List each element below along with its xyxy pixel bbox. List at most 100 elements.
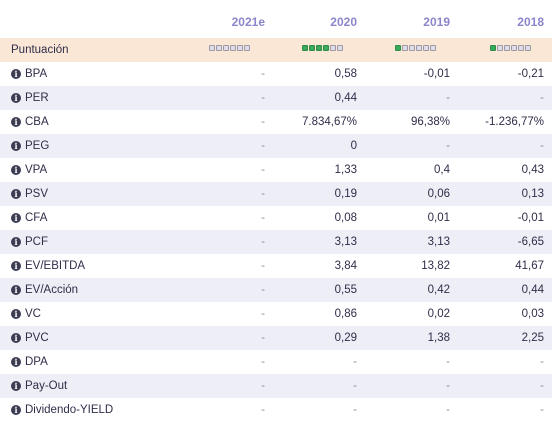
row-value-2021e: -	[261, 116, 265, 128]
year-header-2018: 2018	[517, 15, 544, 29]
row-value-2020: -	[353, 356, 357, 368]
score-label: Puntuación	[11, 44, 69, 56]
row-value-2019: 0,4	[434, 164, 450, 176]
row-value-2019: 96,38%	[410, 116, 450, 128]
row-value-2018: 0,13	[521, 188, 544, 200]
score-square-empty	[504, 45, 510, 51]
row-value-2021e: -	[261, 212, 265, 224]
row-value-2021e: -	[261, 68, 265, 80]
row-value-2018: -6,65	[517, 236, 544, 248]
row-label: i PCF	[11, 230, 48, 254]
info-icon[interactable]: i	[11, 141, 21, 151]
info-icon[interactable]: i	[11, 213, 21, 223]
row-value-2021e: -	[261, 380, 265, 392]
row-label: i BPA	[11, 62, 47, 86]
table-row: i PCF - 3,13 3,13 -6,65	[0, 230, 552, 254]
score-rating-2019	[395, 45, 436, 51]
info-icon[interactable]: i	[11, 309, 21, 319]
score-square-empty	[337, 45, 343, 51]
info-icon[interactable]: i	[11, 237, 21, 247]
score-square-empty	[497, 45, 503, 51]
row-label: i EV/EBITDA	[11, 254, 85, 278]
score-square-filled	[302, 45, 308, 51]
row-label: i DPA	[11, 350, 48, 374]
year-header-2021e: 2021e	[231, 15, 265, 29]
score-square-empty	[237, 45, 243, 51]
info-icon[interactable]: i	[11, 165, 21, 175]
score-row: Puntuación	[0, 38, 552, 62]
row-value-2020: 3,13	[334, 236, 357, 248]
row-value-2020: 0,55	[334, 284, 357, 296]
row-value-2021e: -	[261, 332, 265, 344]
row-value-2020: 3,84	[334, 260, 357, 272]
info-icon[interactable]: i	[11, 69, 21, 79]
row-value-2018: -0,01	[517, 212, 544, 224]
info-icon[interactable]: i	[11, 333, 21, 343]
row-label-text: CFA	[25, 212, 48, 224]
score-square-filled	[490, 45, 496, 51]
table-row: i PER - 0,44 - -	[0, 86, 552, 110]
table-row: i CFA - 0,08 0,01 -0,01	[0, 206, 552, 230]
table-row: i PSV - 0,19 0,06 0,13	[0, 182, 552, 206]
row-value-2018: -	[540, 140, 544, 152]
row-value-2020: 0,58	[334, 68, 357, 80]
row-value-2020: 0,19	[334, 188, 357, 200]
row-value-2021e: -	[261, 188, 265, 200]
score-rating-2020	[302, 45, 343, 51]
row-value-2020: 1,33	[334, 164, 357, 176]
row-value-2018: -	[540, 92, 544, 104]
row-label: i EV/Acción	[11, 278, 78, 302]
info-icon[interactable]: i	[11, 117, 21, 127]
row-label-text: Dividendo-YIELD	[25, 404, 114, 416]
table-row: i BPA - 0,58 -0,01 -0,21	[0, 62, 552, 86]
row-label: i PEG	[11, 134, 49, 158]
row-value-2018: -	[540, 356, 544, 368]
table-row: i Pay-Out - - - -	[0, 374, 552, 398]
info-icon[interactable]: i	[11, 357, 21, 367]
table-row: i CBA - 7.834,67% 96,38% -1.236,77%	[0, 110, 552, 134]
row-value-2018: -1.236,77%	[485, 116, 544, 128]
row-value-2021e: -	[261, 260, 265, 272]
row-value-2020: 0,29	[334, 332, 357, 344]
score-square-empty	[230, 45, 236, 51]
table-row: i PVC - 0,29 1,38 2,25	[0, 326, 552, 350]
row-value-2020: 0,08	[334, 212, 357, 224]
info-icon[interactable]: i	[11, 261, 21, 271]
row-value-2019: -	[446, 92, 450, 104]
row-value-2018: -	[540, 404, 544, 416]
score-square-empty	[409, 45, 415, 51]
row-label: i PVC	[11, 326, 49, 350]
row-value-2019: -	[446, 140, 450, 152]
table-row: i Dividendo-YIELD - - - -	[0, 398, 552, 422]
row-value-2021e: -	[261, 308, 265, 320]
year-header-2020: 2020	[330, 15, 357, 29]
info-icon[interactable]: i	[11, 189, 21, 199]
row-value-2020: 0,44	[334, 92, 357, 104]
info-icon[interactable]: i	[11, 381, 21, 391]
table-row: i EV/EBITDA - 3,84 13,82 41,67	[0, 254, 552, 278]
row-value-2021e: -	[261, 164, 265, 176]
row-value-2018: 2,25	[521, 332, 544, 344]
table-row: i PEG - 0 - -	[0, 134, 552, 158]
row-label-text: Pay-Out	[25, 380, 68, 392]
row-label-text: CBA	[25, 116, 49, 128]
year-header-2019: 2019	[423, 15, 450, 29]
row-label-text: EV/Acción	[25, 284, 79, 296]
ratios-table: Puntuación i BPA -0,58 -0,01 -0,21 i PER -0,44-…	[0, 38, 552, 422]
row-value-2018: 0,03	[521, 308, 544, 320]
info-icon[interactable]: i	[11, 405, 21, 415]
row-value-2019: 0,06	[427, 188, 450, 200]
row-value-2021e: -	[261, 356, 265, 368]
row-value-2019: -	[446, 380, 450, 392]
row-value-2019: 0,02	[427, 308, 450, 320]
row-value-2021e: -	[261, 92, 265, 104]
score-square-empty	[402, 45, 408, 51]
score-square-filled	[323, 45, 329, 51]
info-icon[interactable]: i	[11, 285, 21, 295]
row-value-2020: -	[353, 380, 357, 392]
row-value-2019: 13,82	[421, 260, 450, 272]
score-square-empty	[330, 45, 336, 51]
info-icon[interactable]: i	[11, 93, 21, 103]
row-label-text: PEG	[25, 140, 50, 152]
row-label: i Dividendo-YIELD	[11, 398, 113, 422]
